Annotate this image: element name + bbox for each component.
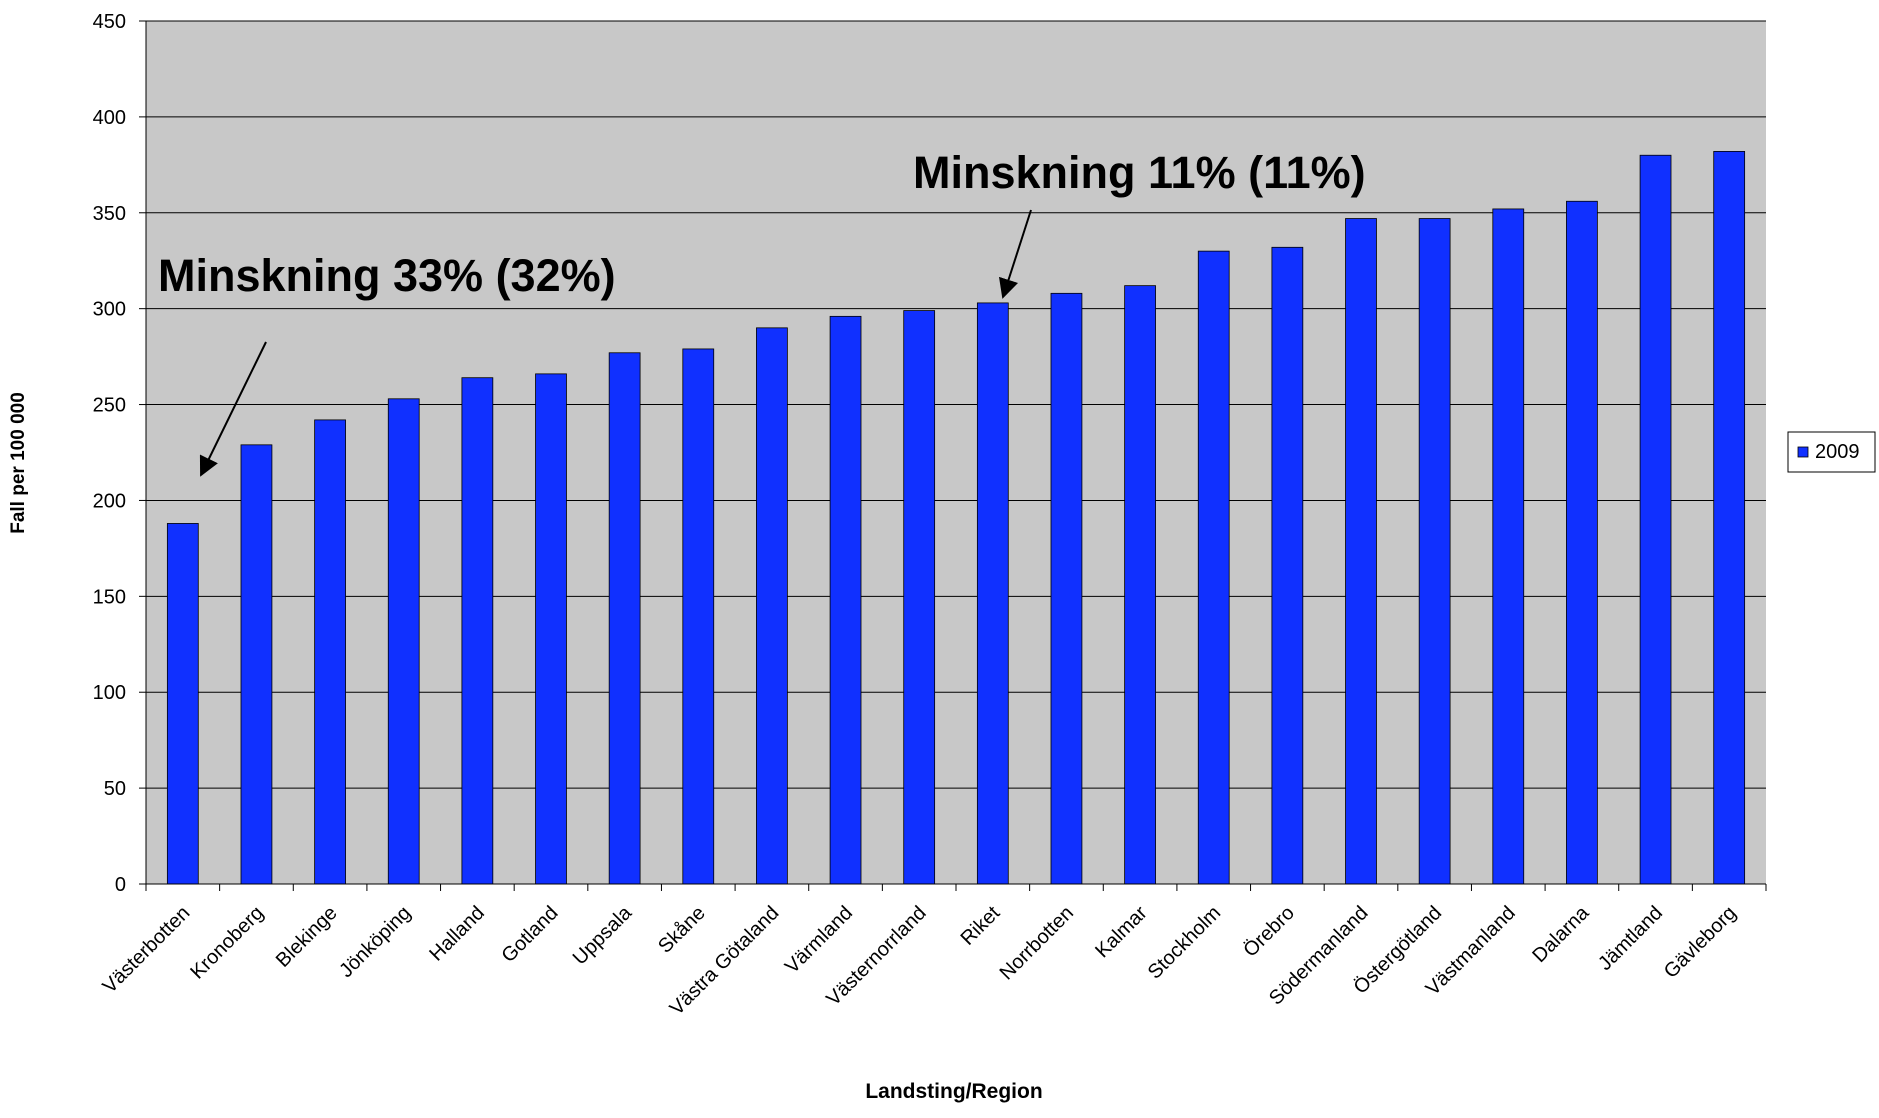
x-tick-label: Stockholm (1144, 902, 1226, 984)
y-tick-label: 350 (93, 203, 126, 225)
x-tick-label: Gotland (497, 902, 562, 967)
bar (903, 310, 936, 885)
bar (387, 398, 420, 885)
arrow (199, 341, 267, 477)
arrow (998, 209, 1032, 299)
x-axis-title: Landsting/Region (865, 1080, 1042, 1103)
x-tick-label: Gävleborg (1660, 902, 1741, 983)
bar (1492, 208, 1525, 885)
bar (1345, 218, 1377, 885)
x-tick-label: Norrbotten (996, 902, 1078, 984)
bar (756, 327, 788, 885)
bar (461, 377, 494, 885)
x-tick-label: Värmland (781, 902, 857, 978)
bar (1197, 250, 1230, 885)
y-tick-label: 400 (93, 107, 126, 129)
x-tick-label: Västerbotten (99, 902, 195, 998)
bar (166, 523, 199, 885)
x-tick-label: Riket (957, 902, 1005, 950)
bar (1050, 292, 1083, 885)
x-tick-label: Halland (425, 902, 489, 966)
x-tick-label: Kronoberg (186, 902, 268, 984)
y-tick-label: 0 (115, 874, 126, 896)
y-tick-label: 300 (93, 299, 126, 321)
y-tick-label: 250 (93, 395, 126, 417)
legend-label: 2009 (1815, 441, 1860, 463)
x-tick-label: Uppsala (569, 901, 637, 969)
annotation: Minskning 33% (32%) (158, 250, 616, 301)
legend-swatch (1797, 446, 1809, 458)
bar (240, 444, 273, 885)
bar (976, 302, 1009, 885)
x-tick-label: Örebro (1239, 902, 1299, 962)
bar (1713, 151, 1746, 885)
bar (1639, 154, 1672, 885)
y-axis-title: Fall per 100 000 (8, 392, 29, 534)
bar (608, 352, 641, 885)
bar (1271, 246, 1304, 885)
x-tick-label: Jämtland (1594, 902, 1667, 975)
y-tick-label: 200 (93, 490, 126, 512)
annotation: Minskning 11% (11%) (913, 147, 1366, 198)
bar (829, 315, 862, 885)
y-tick-label: 100 (93, 682, 126, 704)
x-tick-label: Blekinge (272, 902, 342, 972)
bar (1566, 200, 1598, 885)
y-tick-label: 150 (93, 586, 126, 608)
bar (314, 419, 346, 885)
y-tick-label: 450 (93, 11, 126, 33)
bar (682, 348, 715, 885)
bar (1418, 218, 1451, 885)
x-tick-label: Jönköping (335, 902, 415, 982)
bar (1124, 285, 1156, 885)
bar (535, 373, 567, 885)
x-tick-label: Skåne (654, 902, 710, 958)
y-tick-label: 50 (104, 778, 126, 800)
x-tick-label: Kalmar (1091, 902, 1152, 963)
x-tick-label: Dalarna (1528, 901, 1594, 967)
